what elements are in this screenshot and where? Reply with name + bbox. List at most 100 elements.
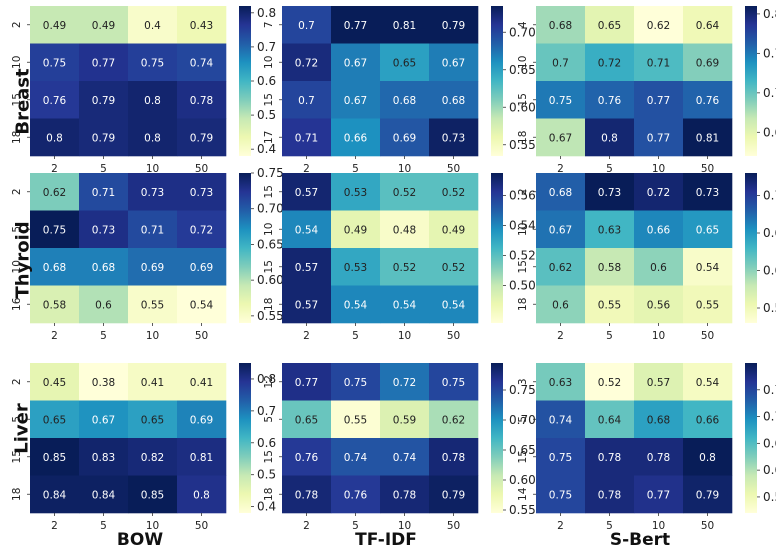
- x-tick-label: 50: [447, 330, 460, 342]
- heatmap-cell: [683, 363, 733, 401]
- cell-value-label: 0.65: [141, 414, 164, 426]
- cell-value-label: 0.79: [442, 20, 465, 32]
- x-tick-label: 10: [146, 520, 159, 532]
- heatmap-cell: [331, 438, 381, 476]
- cell-value-label: 0.7: [298, 20, 315, 32]
- colorbar-tick-label: 0.4: [257, 142, 276, 156]
- heatmap-cell: [380, 438, 430, 476]
- colorbar-tick-label: 0.65: [763, 125, 776, 139]
- colorbar-tick-label: 0.60: [509, 100, 536, 114]
- heatmap-cell: [634, 438, 684, 476]
- heatmap-cell: [585, 248, 635, 286]
- x-tick-label: 10: [652, 163, 665, 175]
- cell-value-label: 0.58: [43, 299, 66, 311]
- cell-value-label: 0.55: [344, 414, 367, 426]
- cell-value-label: 0.67: [92, 414, 115, 426]
- heatmap-cell: [282, 81, 332, 119]
- heatmap-cell: [79, 363, 129, 401]
- y-tick-label: 5: [11, 416, 23, 423]
- heatmap-cell: [585, 81, 635, 119]
- heatmap-cell: [380, 363, 430, 401]
- cell-value-label: 0.68: [92, 262, 115, 274]
- colorbar-tick-label: 0.7: [257, 404, 276, 418]
- x-tick-label: 2: [303, 330, 310, 342]
- heatmap-cell: [128, 173, 178, 211]
- cell-value-label: 0.45: [43, 377, 66, 389]
- cell-value-label: 0.65: [696, 224, 719, 236]
- heatmap-cell: [30, 43, 80, 82]
- heatmap-cell: [380, 400, 430, 439]
- colorbar-tick-label: 0.6: [257, 74, 276, 88]
- heatmap-cell: [128, 43, 178, 82]
- cell-value-label: 0.52: [393, 187, 416, 199]
- cell-value-label: 0.54: [696, 377, 720, 389]
- cell-value-label: 0.65: [393, 57, 416, 69]
- heatmap-cell: [331, 118, 381, 157]
- heatmap-cell: [536, 285, 586, 324]
- heatmap-liver-sbert: 0.63 0.52 0.57 0.54 0.74 0.64 0.68 0.66 0.75 0.78…: [517, 363, 776, 532]
- heatmap-cell: [30, 363, 80, 401]
- y-tick-label: 7: [263, 21, 275, 28]
- cell-value-label: 0.74: [344, 452, 368, 464]
- heatmap-breast-tfidf: 0.7 0.77 0.81 0.79 0.72 0.67 0.65 0.67 0.7 0.67 0.…: [263, 6, 536, 175]
- colorbar-tick-label: 0.55: [509, 503, 536, 517]
- cell-value-label: 0.48: [393, 224, 416, 236]
- heatmap-liver-bow: 0.45 0.38 0.41 0.410.65 0.67 0.65 0.690.85 0.83…: [11, 363, 276, 532]
- cell-value-label: 0.75: [344, 377, 367, 389]
- cell-value-label: 0.84: [92, 489, 116, 501]
- x-tick-label: 5: [606, 520, 613, 532]
- cell-value-label: 0.79: [696, 489, 719, 501]
- cell-value-label: 0.55: [598, 299, 621, 311]
- cell-value-label: 0.55: [141, 299, 164, 311]
- cell-value-label: 0.54: [393, 299, 417, 311]
- x-tick-label: 5: [352, 330, 359, 342]
- y-tick-label: 16: [11, 297, 23, 311]
- cell-value-label: 0.71: [647, 57, 670, 69]
- colorbar: [239, 363, 251, 513]
- colorbar-tick-label: 0.6: [257, 436, 276, 450]
- heatmap-cell: [429, 438, 479, 476]
- colorbar-tick-label: 0.70: [509, 413, 536, 427]
- col-label-sbert: S-Bert: [609, 530, 671, 550]
- x-tick-label: 10: [398, 330, 411, 342]
- cell-value-label: 0.73: [442, 132, 465, 144]
- cell-value-label: 0.78: [442, 452, 465, 464]
- x-tick-label: 2: [51, 163, 58, 175]
- colorbar: [745, 173, 757, 323]
- heatmap-cell: [429, 210, 479, 249]
- row-label-thyroid: Thyroid: [12, 221, 34, 299]
- colorbar-tick-label: 0.8: [257, 372, 276, 386]
- heatmap-cell: [128, 118, 178, 157]
- heatmap-cell: [331, 81, 381, 119]
- cell-value-label: 0.72: [190, 224, 213, 236]
- heatmap-cell: [30, 248, 80, 286]
- heatmap-cell: [331, 248, 381, 286]
- colorbar-tick-label: 0.65: [509, 443, 536, 457]
- y-tick-label: 2: [11, 21, 23, 28]
- heatmap-cell: [380, 173, 430, 211]
- x-tick-label: 5: [606, 330, 613, 342]
- heatmap-cell: [683, 81, 733, 119]
- y-tick-label: 10: [517, 56, 529, 69]
- heatmap-cell: [177, 6, 227, 44]
- colorbar-tick-label: 0.65: [257, 237, 284, 251]
- cell-value-label: 0.67: [344, 95, 367, 107]
- col-label-tfidf: TF-IDF: [355, 530, 417, 550]
- y-tick-label: 14: [517, 487, 529, 501]
- cell-value-label: 0.54: [190, 299, 214, 311]
- cell-value-label: 0.79: [190, 132, 213, 144]
- cell-value-label: 0.53: [344, 187, 367, 199]
- y-tick-label: 15: [263, 450, 275, 463]
- colorbar-tick-label: 0.60: [509, 473, 536, 487]
- cell-value-label: 0.54: [295, 224, 319, 236]
- heatmap-cell: [282, 400, 332, 439]
- cell-value-label: 0.76: [696, 95, 720, 107]
- heatmap-cell: [634, 6, 684, 44]
- colorbar-tick-label: 0.54: [509, 219, 536, 233]
- cell-value-label: 0.55: [696, 299, 719, 311]
- y-tick-label: 15: [517, 260, 529, 273]
- y-tick-label: 17: [263, 131, 275, 144]
- cell-value-label: 0.52: [598, 377, 621, 389]
- cell-value-label: 0.71: [141, 224, 164, 236]
